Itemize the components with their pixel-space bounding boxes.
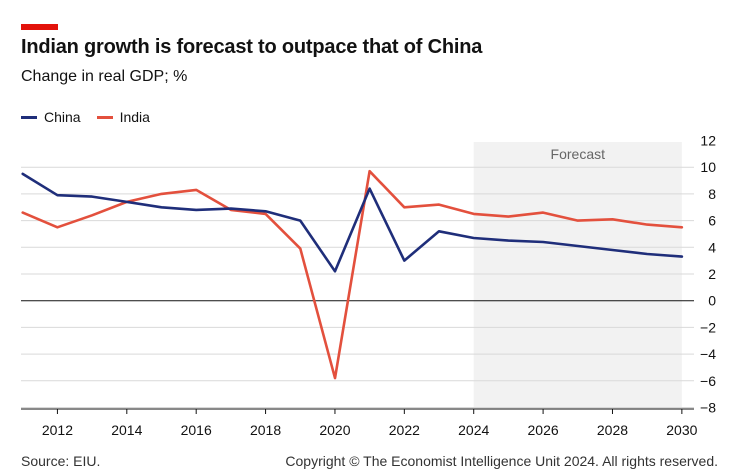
- y-tick-label: −6: [700, 373, 716, 389]
- x-tick-label: 2022: [389, 422, 420, 438]
- y-tick-label: −2: [700, 319, 716, 335]
- series-line-india: [21, 169, 684, 380]
- x-tick-label: 2026: [528, 422, 559, 438]
- x-tick-label: 2020: [319, 422, 350, 438]
- x-tick-label: 2014: [111, 422, 142, 438]
- x-axis: 2012 2014 2016 2018 2020 2022 2024 2026 2028 2030: [42, 409, 698, 438]
- chart-subtitle: Change in real GDP; %: [21, 68, 188, 85]
- x-tick-label: 2012: [42, 422, 73, 438]
- y-tick-label: 12: [700, 133, 716, 149]
- legend-swatch-china: [21, 115, 37, 119]
- series-line-china: [21, 172, 684, 273]
- brand-accent-bar: [21, 24, 58, 30]
- y-tick-label: 4: [708, 239, 716, 255]
- x-tick-label: 2028: [597, 422, 628, 438]
- chart-title: Indian growth is forecast to outpace tha…: [21, 36, 483, 58]
- legend-item-india: India: [96, 109, 150, 125]
- y-tick-label: 2: [708, 266, 716, 282]
- legend-label-india: India: [119, 109, 150, 125]
- source-note: Source: EIU.: [21, 453, 101, 469]
- y-tick-label: −4: [700, 346, 716, 362]
- legend-swatch-india: [96, 115, 113, 119]
- series-lines: [21, 169, 684, 380]
- copyright-note: Copyright © The Economist Intelligence U…: [285, 453, 718, 469]
- x-tick-label: 2030: [666, 422, 697, 438]
- x-tick-label: 2018: [250, 422, 281, 438]
- x-tick-label: 2016: [181, 422, 212, 438]
- forecast-label: Forecast: [551, 146, 606, 162]
- forecast-band: [473, 142, 682, 409]
- y-tick-label: 8: [708, 186, 716, 202]
- y-tick-label: 10: [700, 159, 716, 175]
- legend: China India: [21, 109, 166, 125]
- y-axis: 12 10 8 6 4 2 0 −2 −4 −6 −8: [700, 133, 716, 416]
- legend-item-china: China: [21, 109, 81, 125]
- x-tick-label: 2024: [458, 422, 489, 438]
- y-tick-label: 0: [708, 293, 716, 309]
- legend-label-china: China: [44, 109, 81, 125]
- y-tick-label: −8: [700, 400, 716, 416]
- y-tick-label: 6: [708, 213, 716, 229]
